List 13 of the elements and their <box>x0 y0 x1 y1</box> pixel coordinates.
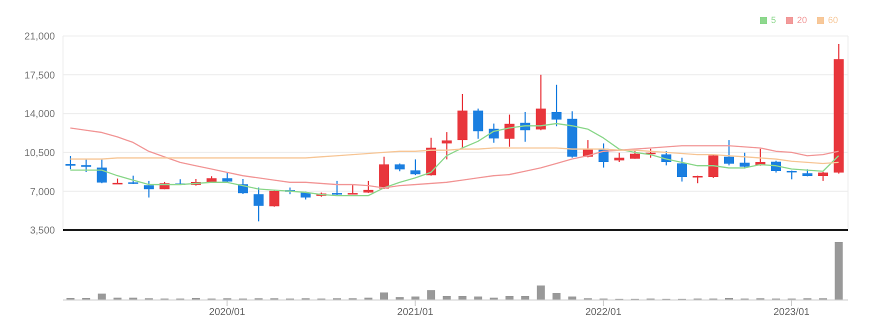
y-tick-label: 21,000 <box>24 32 56 43</box>
y-tick-label: 14,000 <box>24 109 56 120</box>
x-tick-label: 2020/01 <box>209 307 246 318</box>
legend-label: 5 <box>770 15 776 25</box>
legend-label: 60 <box>828 15 838 25</box>
y-tick-label: 3,500 <box>30 226 56 237</box>
x-tick-label: 2023/01 <box>773 307 810 318</box>
y-tick-label: 7,000 <box>30 186 56 198</box>
x-tick-label: 2022/01 <box>585 307 622 318</box>
y-tick-label: 10,500 <box>24 148 56 159</box>
legend-label: 20 <box>796 15 807 25</box>
y-tick-label: 17,500 <box>24 70 56 82</box>
x-tick-label: 2021/01 <box>397 307 434 318</box>
